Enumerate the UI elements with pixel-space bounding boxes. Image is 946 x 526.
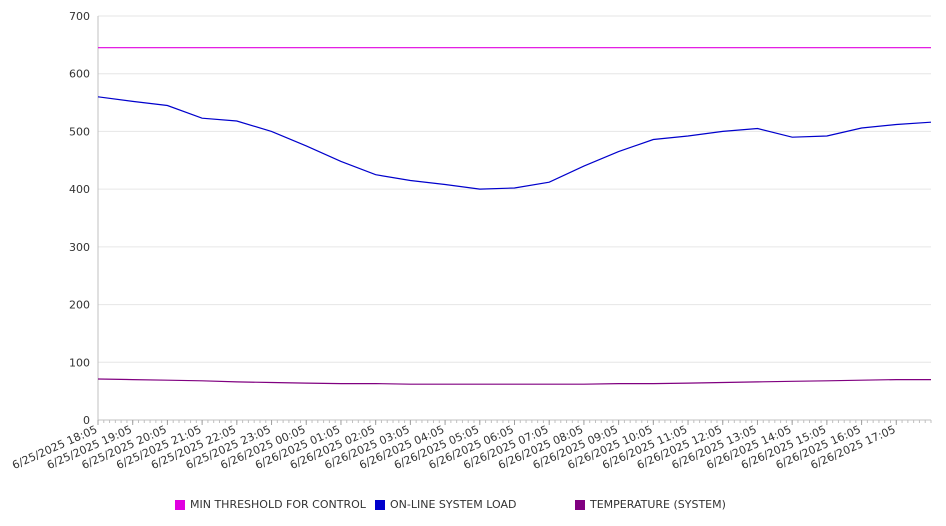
y-axis-ticks: 0 100 200 300 400 500 600 700 [69,10,90,427]
y-tick-label: 0 [83,414,90,427]
series-lines [97,47,932,385]
y-tick-label: 200 [69,299,90,312]
y-tick-label: 400 [69,183,90,196]
legend-label: MIN THRESHOLD FOR CONTROL [190,498,366,511]
legend-swatch [375,499,385,510]
series-line-2 [97,378,931,385]
legend-item[interactable]: MIN THRESHOLD FOR CONTROL [175,498,366,511]
legend-label: ON-LINE SYSTEM LOAD [390,498,517,511]
legend-swatch [175,499,185,510]
y-tick-label: 500 [69,125,90,138]
grid-lines [98,15,931,363]
y-tick-label: 600 [69,68,90,81]
y-tick-label: 100 [69,356,90,369]
y-tick-label: 300 [69,241,90,254]
legend-label: TEMPERATURE (SYSTEM) [590,498,726,511]
axes [97,16,932,425]
legend-item[interactable]: ON-LINE SYSTEM LOAD [375,498,516,511]
y-tick-label: 700 [69,10,90,23]
series-line-1 [97,96,932,190]
x-axis-ticks: 6/25/2025 18:056/25/2025 19:056/25/2025 … [10,423,897,472]
legend-item[interactable]: TEMPERATURE (SYSTEM) [575,498,726,511]
legend-swatch [575,499,585,510]
legend: MIN THRESHOLD FOR CONTROL ON-LINE SYSTEM … [0,498,946,514]
